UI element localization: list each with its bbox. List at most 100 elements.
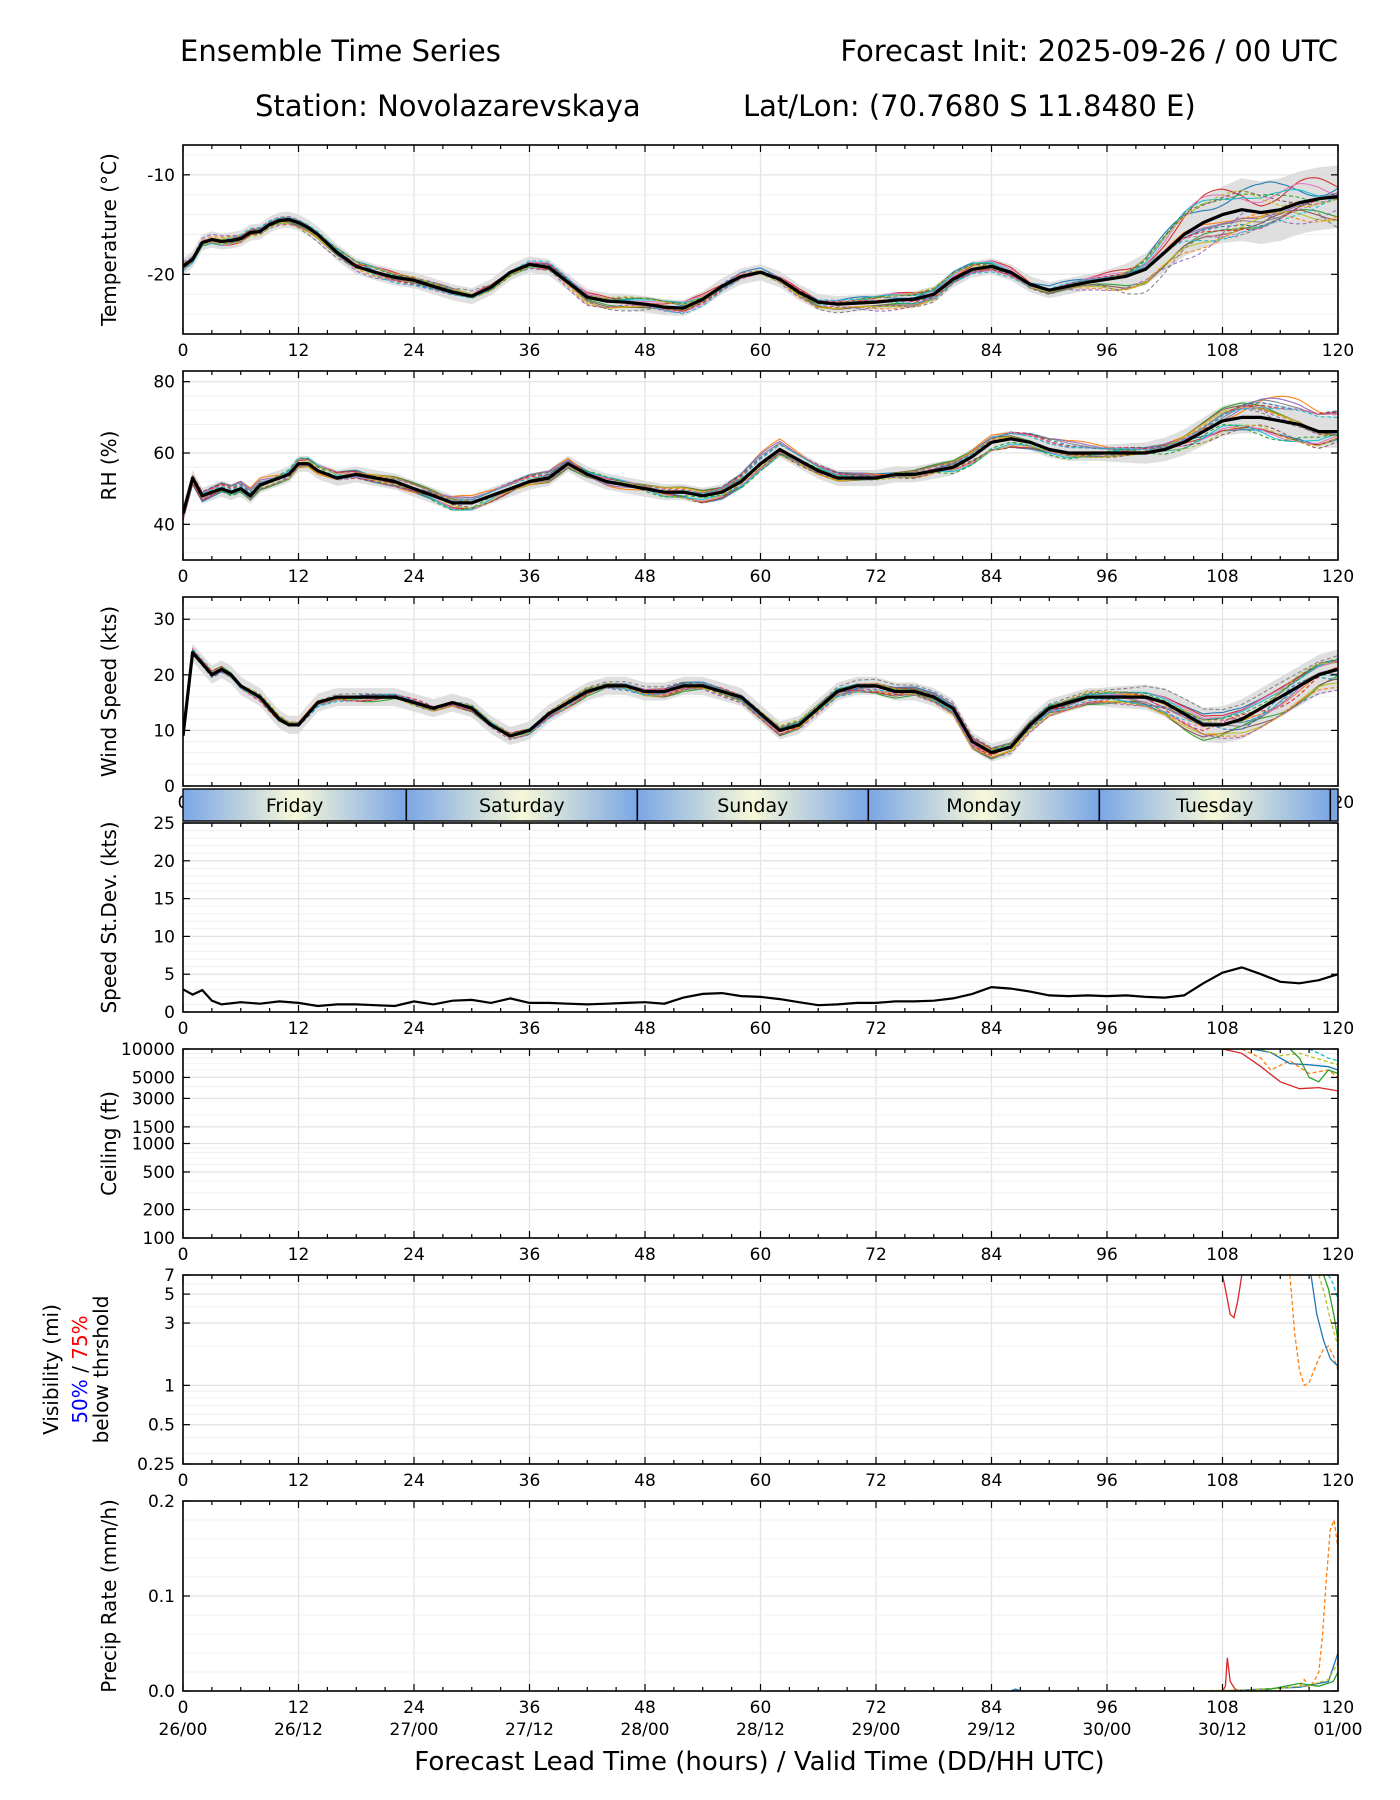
member-line-rh (183, 406, 1338, 513)
panel-ceiling: 0 12 24 36 48 60 72 84 96 108 120 100 200 500 10001500… (97, 1040, 1354, 1265)
mean-line-wind (183, 651, 1338, 755)
valid-time-label: 27/00 (390, 1720, 439, 1740)
series-wind (183, 643, 1338, 762)
y-tick-label-temperature: -10 (147, 166, 175, 186)
y-tick-label-stdev: 10 (153, 927, 175, 947)
x-tick-label-precip: 0 (178, 1698, 189, 1718)
spread-band-rh (183, 401, 1338, 522)
y-tick-label-stdev: 15 (153, 890, 175, 910)
valid-time-label: 30/12 (1198, 1720, 1247, 1740)
x-tick-label-ceiling: 48 (634, 1245, 656, 1265)
y-tick-label-wind: 10 (153, 721, 175, 741)
x-tick-label-stdev: 36 (519, 1019, 541, 1039)
trace-line-ceiling (1222, 1049, 1338, 1092)
trace-line-precip (1010, 1652, 1338, 1691)
y-tick-label-rh: 60 (153, 444, 175, 464)
trace-line-ceiling (1251, 1049, 1338, 1071)
day-band: Friday Saturday Sunday Monday Tuesday (182, 788, 1339, 822)
x-tick-label-temperature: 48 (634, 341, 656, 361)
x-tick-label-rh: 0 (178, 567, 189, 587)
x-tick-label-stdev: 60 (750, 1019, 772, 1039)
valid-time-label: 26/12 (274, 1720, 323, 1740)
latlon-label: Lat/Lon: (70.7680 S 11.8480 E) (743, 89, 1196, 123)
x-tick-label-precip: 60 (750, 1698, 772, 1718)
trace-line-precip (1183, 1662, 1338, 1691)
x-tick-label-stdev: 108 (1206, 1019, 1238, 1039)
x-tick-label-temperature: 60 (750, 341, 772, 361)
x-tick-label-precip: 12 (288, 1698, 310, 1718)
valid-time-label: 28/00 (621, 1720, 670, 1740)
panel-rh: 0 12 24 36 48 60 72 84 96 108 120 40 60 80 RH (%) (97, 370, 1354, 587)
day-segment-tail (1330, 789, 1338, 821)
x-tick-label-precip: 120 (1322, 1698, 1354, 1718)
x-tick-label-ceiling: 120 (1322, 1245, 1354, 1265)
x-tick-label-visibility: 36 (519, 1471, 541, 1491)
series-precip (1010, 1517, 1338, 1691)
panel-wind: 012243648607284961081200102030Wind Speed… (97, 596, 1354, 813)
stdev-line (183, 966, 1338, 1008)
y-axis-label-visibility: Visibility (mi) (39, 1304, 63, 1435)
x-tick-label-temperature: 108 (1206, 341, 1238, 361)
trace-line-ceiling (1260, 1049, 1338, 1066)
x-tick-label-visibility: 84 (981, 1471, 1003, 1491)
series-visibility (1221, 1275, 1338, 1387)
trace-line-precip (1221, 1657, 1338, 1691)
valid-time-label: 29/12 (967, 1720, 1016, 1740)
y-tick-label-ceiling: 500 (143, 1163, 175, 1183)
x-tick-label-stdev: 120 (1322, 1019, 1354, 1039)
x-tick-label-rh: 24 (403, 567, 425, 587)
day-label-monday: Monday (946, 795, 1021, 817)
x-tick-label-ceiling: 84 (981, 1245, 1003, 1265)
series-temperature (183, 165, 1338, 317)
x-tick-label-ceiling: 96 (1096, 1245, 1118, 1265)
y-tick-label-visibility: 0.25 (137, 1455, 175, 1475)
member-line-temperature (183, 189, 1338, 306)
x-tick-label-precip: 84 (981, 1698, 1003, 1718)
x-tick-label-stdev: 96 (1096, 1019, 1118, 1039)
x-tick-label-visibility: 108 (1206, 1471, 1238, 1491)
y-tick-label-stdev: 0 (164, 1003, 175, 1023)
member-line-temperature (183, 209, 1338, 314)
panel-temperature: 0 12 24 36 48 60 72 84 96 108 120 -20 -10 Temperature… (97, 144, 1354, 361)
legend-75-percent: 75% (68, 1315, 92, 1359)
series-stdev (183, 966, 1338, 1008)
x-tick-label-visibility: 60 (750, 1471, 772, 1491)
valid-time-label: 29/00 (852, 1720, 901, 1740)
x-tick-label-temperature: 0 (178, 341, 189, 361)
x-tick-label-ceiling: 60 (750, 1245, 772, 1265)
day-segment-monday (868, 789, 1100, 821)
day-label-tuesday: Tuesday (1175, 795, 1253, 817)
series-ceiling (1222, 1049, 1338, 1092)
y-tick-label-visibility: 0.5 (148, 1416, 175, 1436)
day-segment-sunday (637, 789, 869, 821)
valid-time-label: 28/12 (736, 1720, 785, 1740)
x-tick-label-precip: 48 (634, 1698, 656, 1718)
series-rh (183, 395, 1338, 522)
x-tick-label-precip: 72 (865, 1698, 887, 1718)
y-tick-label-visibility: 7 (164, 1266, 175, 1286)
day-segment-friday (183, 789, 407, 821)
mean-line-temperature (183, 195, 1338, 310)
x-tick-label-rh: 120 (1322, 567, 1354, 587)
y-tick-label-precip: 0.0 (148, 1682, 175, 1702)
y-axis-label-wind: Wind Speed (kts) (97, 606, 121, 777)
x-axis-title: Forecast Lead Time (hours) / Valid Time … (414, 1747, 1104, 1777)
x-tick-label-stdev: 72 (865, 1019, 887, 1039)
x-tick-label-ceiling: 36 (519, 1245, 541, 1265)
y-axis-label-stdev: Speed St.Dev. (kts) (97, 821, 121, 1013)
x-tick-label-stdev: 84 (981, 1019, 1003, 1039)
valid-time-label: 27/12 (505, 1720, 554, 1740)
legend-50-percent: 50% (68, 1379, 92, 1423)
y-tick-label-ceiling: 3000 (132, 1089, 175, 1109)
trace-line-visibility (1322, 1275, 1338, 1341)
x-tick-label-precip: 108 (1206, 1698, 1238, 1718)
valid-time-label: 30/00 (1083, 1720, 1132, 1740)
chart-title-left: Ensemble Time Series (180, 34, 501, 68)
x-tick-label-ceiling: 0 (178, 1245, 189, 1265)
x-tick-label-rh: 72 (865, 567, 887, 587)
x-tick-label-visibility: 48 (634, 1471, 656, 1491)
y-tick-label-ceiling: 1500 (132, 1118, 175, 1138)
trace-line-visibility (1318, 1275, 1338, 1347)
x-tick-label-rh: 84 (981, 567, 1003, 587)
y-tick-label-visibility: 5 (164, 1285, 175, 1305)
